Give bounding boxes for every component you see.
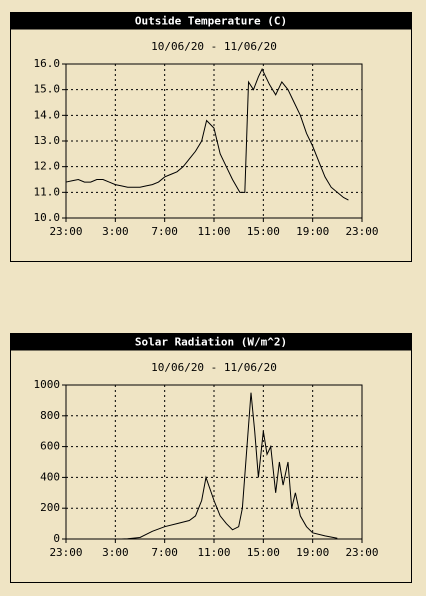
chart-title: Outside Temperature (C) (135, 15, 287, 28)
y-tick-label: 13.0 (34, 134, 61, 147)
y-tick-label: 1000 (34, 378, 61, 391)
title-bar (10, 12, 412, 30)
x-tick-label: 3:00 (102, 225, 129, 238)
chart-subtitle: 10/06/20 - 11/06/20 (151, 40, 277, 53)
chart-panel: Outside Temperature (C) 10/06/20 - 11/06/… (10, 12, 412, 262)
x-tick-label: 11:00 (197, 546, 230, 559)
y-tick-label: 600 (40, 440, 60, 453)
x-tick-label: 15:00 (247, 546, 280, 559)
chart-panel: Solar Radiation (W/m^2) 10/06/20 - 11/06/… (10, 333, 412, 583)
x-tick-label: 11:00 (197, 225, 230, 238)
x-tick-label: 23:00 (49, 546, 82, 559)
x-tick-label: 23:00 (49, 225, 82, 238)
y-tick-label: 14.0 (34, 108, 61, 121)
x-tick-label: 15:00 (247, 225, 280, 238)
x-tick-label: 7:00 (151, 225, 178, 238)
x-tick-label: 23:00 (345, 546, 378, 559)
y-tick-label: 400 (40, 470, 60, 483)
x-tick-label: 3:00 (102, 546, 129, 559)
title-bar (10, 333, 412, 351)
y-tick-label: 200 (40, 501, 60, 514)
data-line (65, 67, 349, 201)
plot-frame (65, 384, 363, 540)
chart-title: Solar Radiation (W/m^2) (135, 336, 287, 349)
y-tick-label: 0 (53, 532, 60, 545)
y-tick-label: 800 (40, 409, 60, 422)
chart-subtitle: 10/06/20 - 11/06/20 (151, 361, 277, 374)
y-tick-label: 15.0 (34, 83, 61, 96)
x-tick-label: 19:00 (296, 225, 329, 238)
y-tick-label: 12.0 (34, 160, 61, 173)
plot-frame (65, 63, 363, 219)
y-tick-label: 16.0 (34, 57, 61, 70)
panel-frame (10, 12, 412, 262)
y-tick-label: 11.0 (34, 185, 61, 198)
panel-frame (10, 333, 412, 583)
y-tick-label: 10.0 (34, 211, 61, 224)
data-line (121, 392, 338, 540)
x-tick-label: 23:00 (345, 225, 378, 238)
x-tick-label: 19:00 (296, 546, 329, 559)
x-tick-label: 7:00 (151, 546, 178, 559)
